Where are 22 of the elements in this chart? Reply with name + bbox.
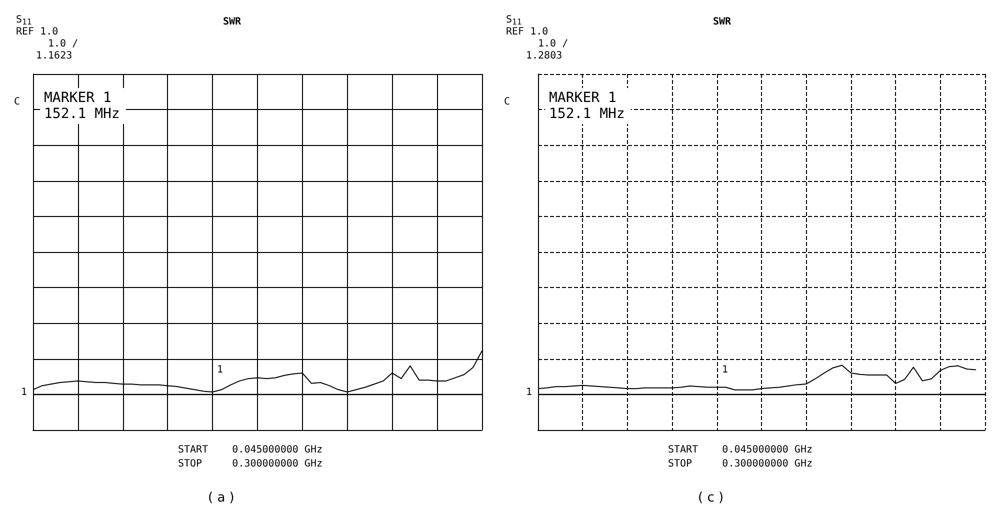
text: MARKER 1 152.1 MHz bbox=[44, 90, 120, 122]
text: ( c ) bbox=[698, 490, 724, 506]
annotation: 1 bbox=[722, 364, 728, 376]
text: 1.1623 bbox=[36, 50, 72, 62]
text: 1 bbox=[21, 386, 28, 398]
chart-title: SWR bbox=[713, 16, 732, 28]
text: C bbox=[14, 96, 20, 108]
text: 1 bbox=[526, 386, 532, 398]
text: REF 1.0 bbox=[16, 26, 58, 38]
chart-title: SWR bbox=[223, 16, 242, 28]
text: 1.2803 bbox=[526, 50, 562, 62]
text: 1.0 / bbox=[48, 38, 78, 50]
text: START 0.045000000 GHz bbox=[178, 444, 322, 456]
text: ( a ) bbox=[208, 490, 234, 506]
text: MARKER 1 152.1 MHz bbox=[549, 90, 625, 122]
text: STOP 0.300000000 GHz bbox=[178, 458, 322, 470]
text: REF 1.0 bbox=[506, 26, 548, 38]
text: STOP 0.300000000 GHz bbox=[668, 458, 812, 470]
annotation: 1 bbox=[217, 364, 224, 376]
text: C bbox=[504, 96, 510, 108]
text: START 0.045000000 GHz bbox=[668, 444, 812, 456]
text: 1.0 / bbox=[538, 38, 568, 50]
